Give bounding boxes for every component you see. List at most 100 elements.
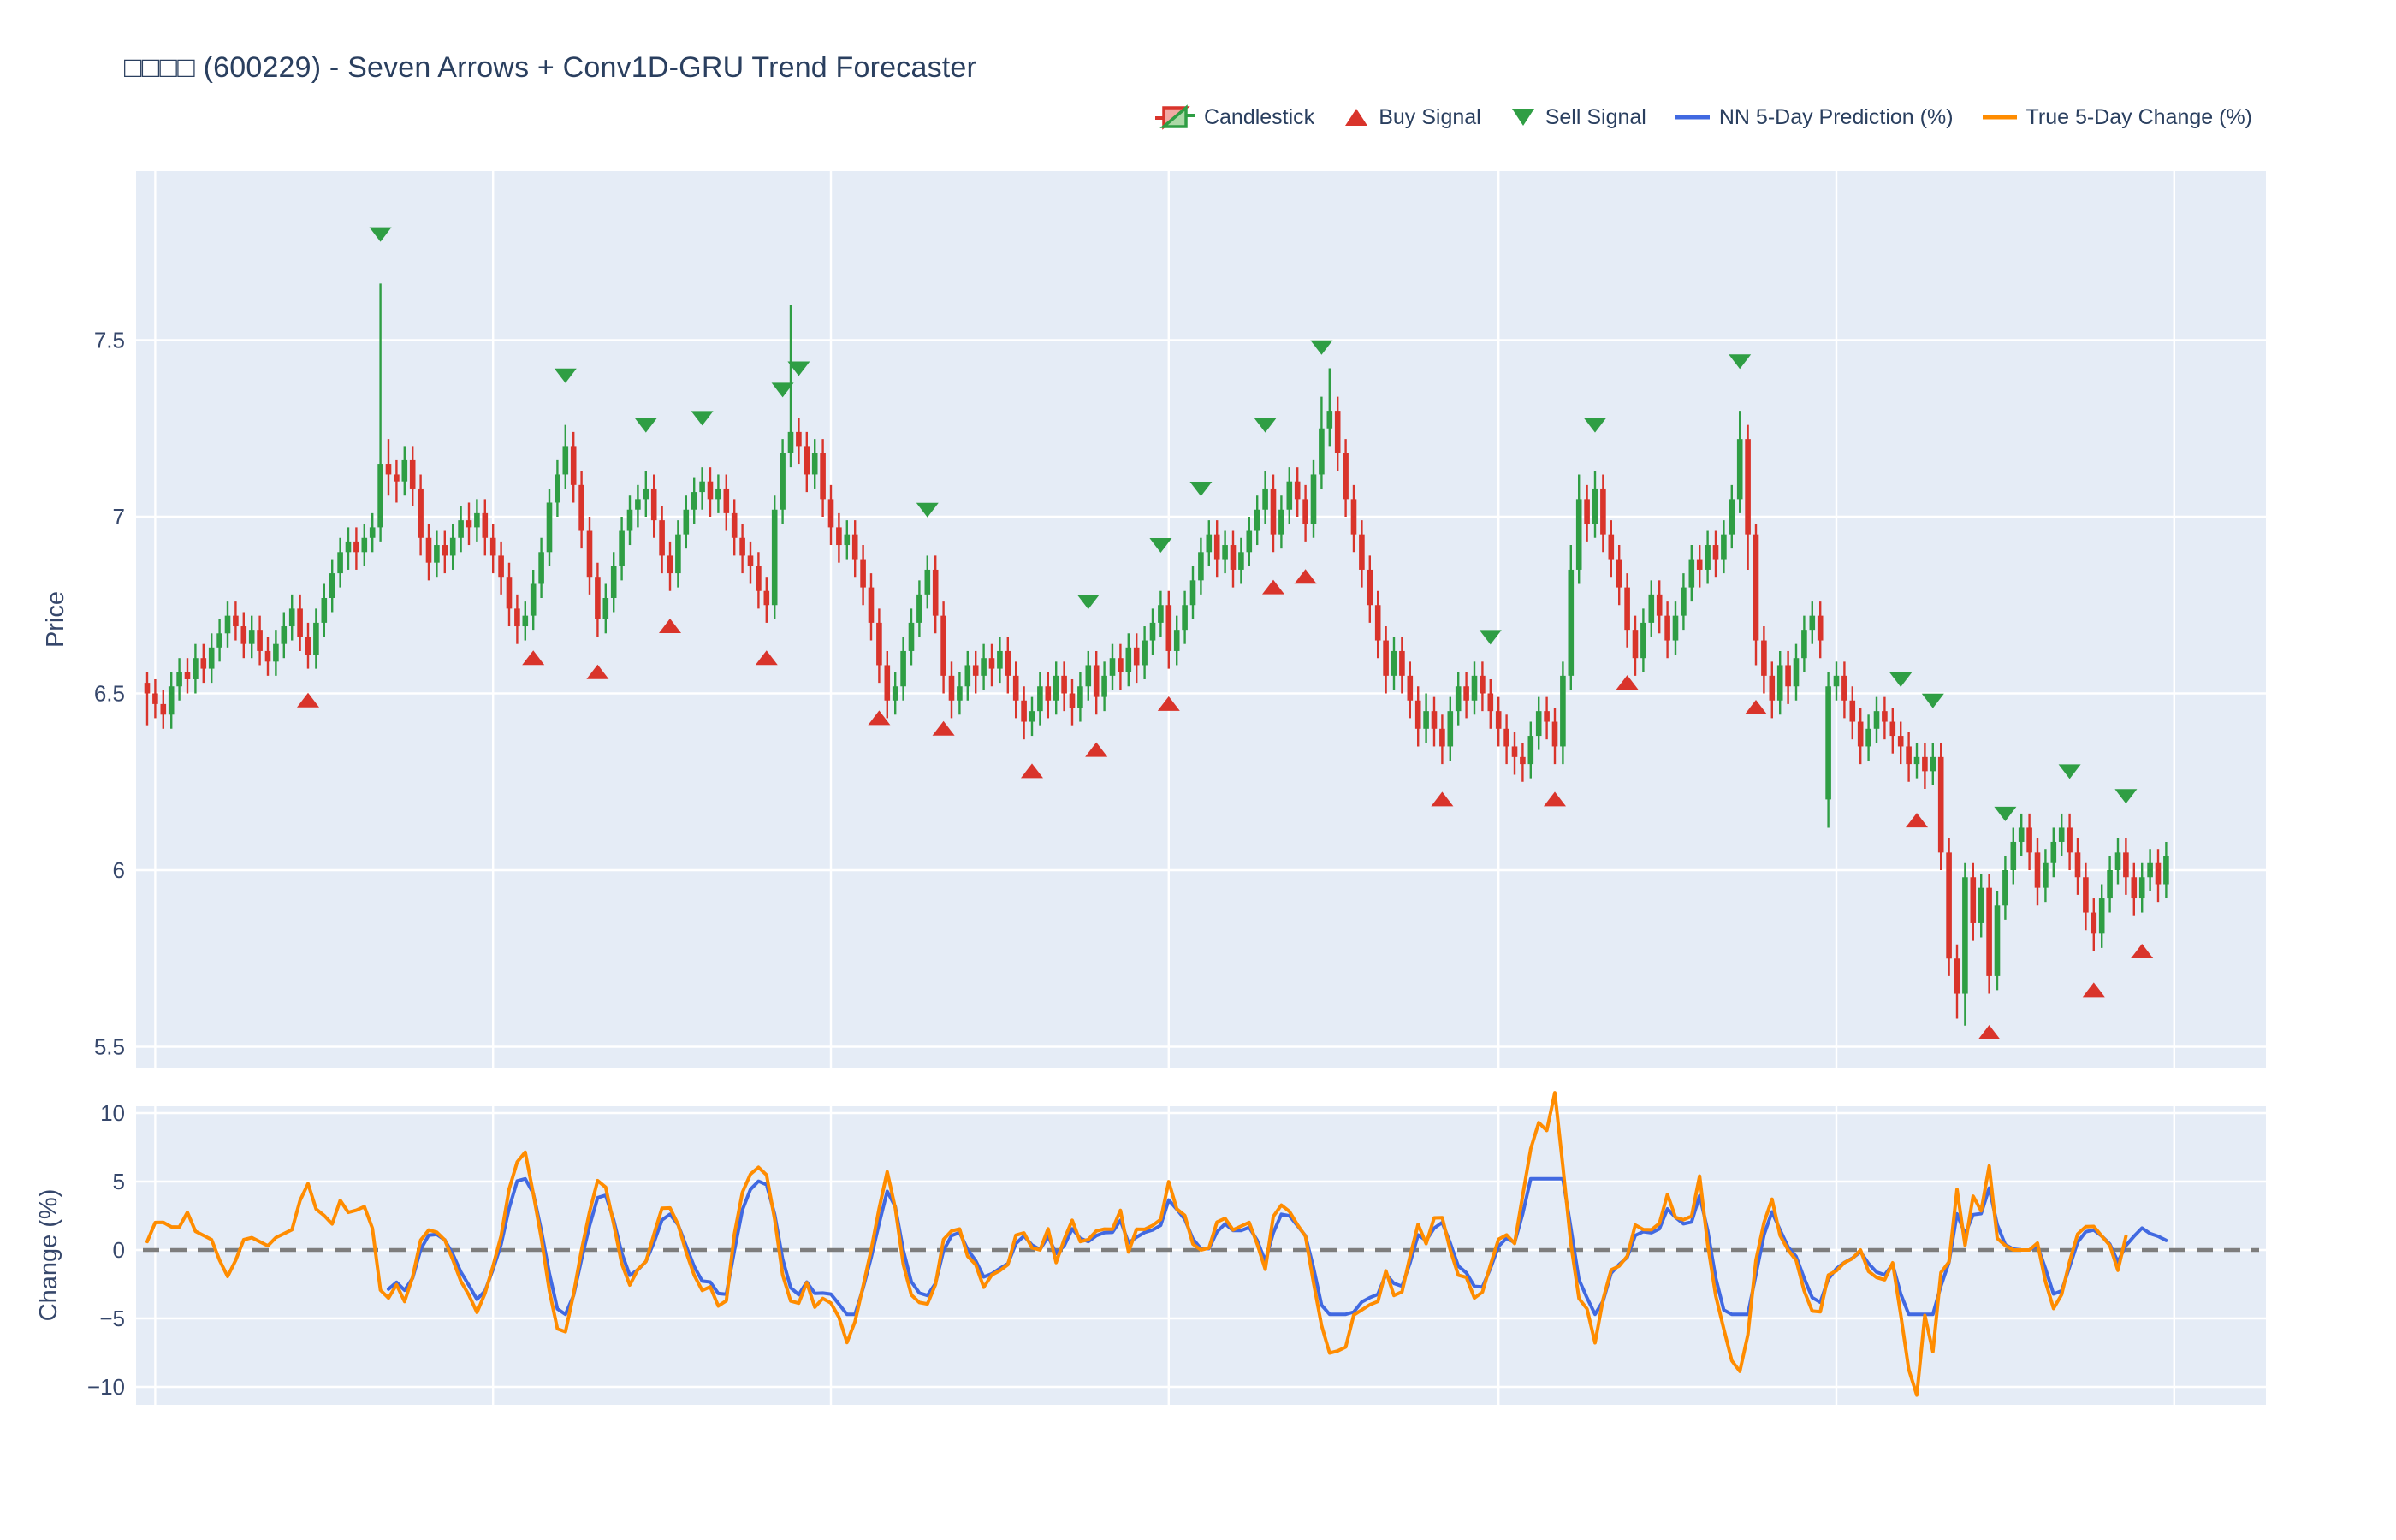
change-tick-label: 10 — [100, 1100, 125, 1126]
candle-body — [555, 474, 560, 503]
candle-body — [1326, 411, 1333, 429]
candle-body — [514, 608, 520, 627]
candle-body — [1463, 686, 1469, 701]
candle-body — [1511, 746, 1518, 757]
candle-body — [1085, 665, 1092, 687]
buy-signal-marker — [2131, 943, 2154, 958]
candle-body — [1077, 686, 1083, 708]
candle-body — [449, 537, 456, 556]
candle-body — [1632, 630, 1639, 659]
buy-signal-marker — [1021, 763, 1043, 779]
candle-body — [2114, 852, 2121, 870]
candle-body — [683, 509, 690, 535]
candle-body — [699, 481, 705, 493]
price-tick-label: 7 — [113, 504, 125, 530]
candle-body — [264, 650, 271, 662]
candle-body — [1681, 587, 1687, 616]
buy-signal-marker — [932, 720, 955, 736]
candle-body — [1721, 534, 1727, 560]
candle-body — [602, 597, 609, 619]
candle-body — [892, 686, 898, 701]
candle-body — [997, 650, 1003, 669]
candle-body — [731, 512, 738, 538]
candle-body — [811, 453, 818, 475]
candle-body — [1994, 905, 2001, 976]
candle-body — [2002, 870, 2008, 906]
legend-item-true[interactable]: True 5-Day Change (%) — [1982, 104, 2252, 130]
candle-body — [1664, 615, 1670, 641]
sell-signals-layer[interactable] — [369, 227, 2138, 821]
legend-label: True 5-Day Change (%) — [2025, 104, 2252, 129]
sell-signal-marker — [1889, 672, 1913, 687]
candle-body — [796, 431, 802, 447]
candle-body — [1334, 411, 1341, 453]
candle-body — [1407, 675, 1414, 701]
candles-layer[interactable] — [144, 283, 2169, 1026]
candle-body — [240, 626, 247, 644]
legend-item-pred[interactable]: NN 5-Day Prediction (%) — [1675, 105, 1954, 130]
candle-body — [916, 594, 922, 623]
candle-body — [1729, 499, 1735, 535]
candle-body — [2050, 841, 2057, 863]
candle-body — [1801, 630, 1807, 659]
candle-body — [216, 633, 222, 648]
candle-body — [1930, 756, 1936, 772]
candle-body — [1125, 647, 1132, 672]
candle-body — [257, 630, 263, 651]
candle-body — [1471, 675, 1478, 701]
buy-signal-marker — [1978, 1024, 2001, 1040]
candle-body — [281, 626, 288, 644]
candle-body — [305, 637, 311, 655]
change-panel — [136, 1106, 2266, 1405]
candle-body — [1825, 686, 1831, 800]
candle-body — [2083, 877, 2089, 913]
legend-label: Sell Signal — [1545, 104, 1646, 129]
change-tick-label: 5 — [113, 1169, 125, 1194]
buy-signal-marker — [1745, 700, 1767, 715]
candle-body — [288, 608, 295, 627]
candle-body — [763, 590, 770, 606]
candle-body — [1189, 580, 1196, 606]
candle-body — [2091, 912, 2097, 934]
candle-body — [489, 537, 496, 556]
legend-item-buy[interactable]: Buy Signal — [1343, 105, 1481, 130]
candlestick-icon — [1154, 104, 1195, 130]
candle-body — [1383, 640, 1389, 676]
candle-body — [1294, 481, 1301, 500]
sell-signal-marker — [2058, 764, 2081, 779]
candle-body — [498, 555, 504, 578]
legend-item-candlestick[interactable]: Candlestick — [1154, 104, 1314, 130]
sell-signal-marker — [1149, 538, 1172, 554]
candle-body — [1937, 756, 1944, 853]
candle-body — [1230, 545, 1237, 570]
candle-body — [2155, 862, 2162, 885]
candle-body — [1158, 605, 1164, 623]
candle-body — [313, 622, 319, 655]
candle-body — [626, 509, 633, 531]
candle-body — [160, 703, 167, 715]
true-change-line[interactable] — [145, 1091, 2128, 1397]
candle-body — [1962, 877, 1968, 994]
candle-body — [586, 530, 593, 578]
buy-signals-layer[interactable] — [297, 569, 2154, 1040]
candle-body — [1213, 534, 1220, 560]
candle-body — [1672, 615, 1679, 641]
legend-item-sell[interactable]: Sell Signal — [1510, 105, 1646, 130]
sell-signal-marker — [369, 227, 392, 242]
candle-body — [353, 541, 359, 553]
candle-body — [876, 622, 882, 666]
candle-body — [827, 499, 834, 528]
candle-body — [1118, 658, 1124, 672]
candle-body — [466, 520, 472, 528]
candle-body — [1359, 534, 1365, 570]
candle-body — [1913, 756, 1920, 765]
candle-body — [1978, 887, 1984, 923]
candle-body — [184, 672, 191, 679]
candle-body — [1142, 640, 1148, 666]
candle-body — [1206, 534, 1213, 553]
candle-body — [1761, 640, 1767, 676]
candle-body — [1745, 439, 1751, 535]
candle-body — [1133, 647, 1140, 666]
candle-body — [2018, 827, 2025, 842]
